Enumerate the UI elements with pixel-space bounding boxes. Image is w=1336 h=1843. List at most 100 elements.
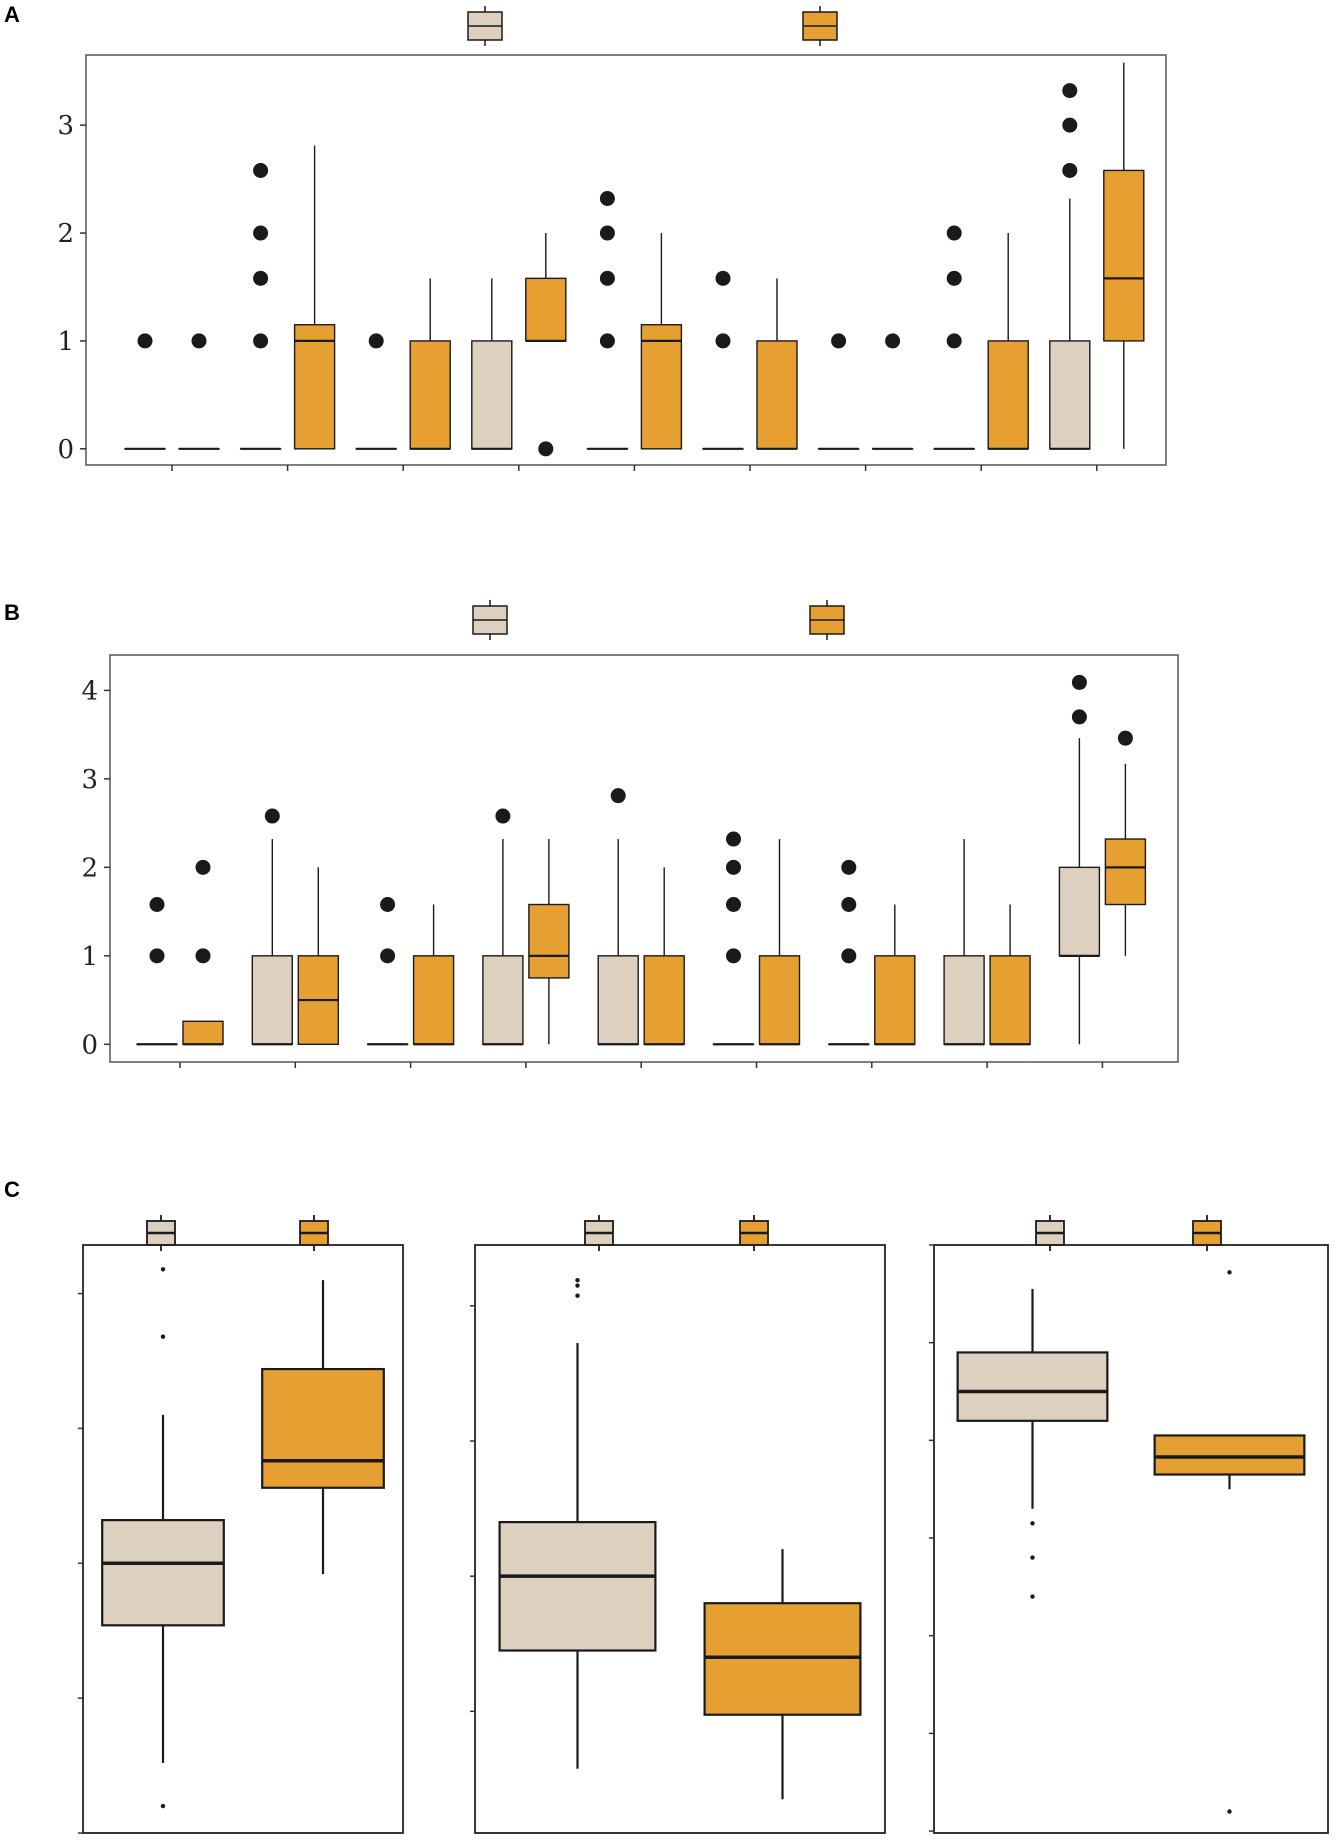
wt-ner-outlier-0: [715, 333, 731, 349]
wt-ssb-box: [471, 340, 513, 450]
wt-outlier-1: [160, 1267, 166, 1272]
wt-mmr-outlier-1: [380, 897, 396, 913]
wt-ddr-outlier-0: [1071, 709, 1087, 725]
chart-panel-b: 0 1 2 3 4: [81, 600, 1179, 1068]
chart-panel-a: 0 1 2 3: [57, 6, 1167, 471]
mt-outlier-1: [1227, 1809, 1232, 1814]
y-tick-label: 2: [81, 853, 98, 883]
wt-ber-outlier-0: [149, 948, 165, 964]
wt-ner-outlier-1: [726, 897, 741, 913]
mt-mmr-box: [412, 955, 455, 1046]
wt-nhej-outlier-2: [841, 859, 857, 875]
y-tick-label: 2: [57, 219, 74, 249]
wt-dsb-outlier-0: [599, 333, 615, 349]
wt-outlier-2: [575, 1277, 580, 1283]
mt-ddr-box: [1103, 169, 1145, 342]
mt-ber-outlier-0: [191, 333, 207, 349]
mt-ber-box: [182, 1020, 224, 1046]
mt-fa-box: [989, 955, 1031, 1046]
y-tick-label: 3: [81, 765, 98, 795]
wt-ssb-outlier-0: [495, 808, 511, 824]
wt-ddr-outlier-1: [1062, 117, 1078, 133]
wt-ddr-box: [1058, 866, 1101, 957]
wt-ner-outlier-3: [726, 831, 741, 847]
chart-panel-c-fmk: [929, 1215, 1329, 1834]
y-tick-label: 1: [57, 327, 74, 357]
y-tick-label: 0: [57, 435, 74, 465]
wt-fa-box: [943, 955, 985, 1046]
mt-ssb-box: [525, 277, 567, 342]
wt-hr-outlier-0: [253, 333, 269, 349]
wt-ddr-outlier-2: [1062, 83, 1078, 99]
wt-nhej-outlier-1: [841, 897, 857, 913]
wt-outlier-0: [1030, 1521, 1035, 1526]
wt-hr-outlier-3: [253, 162, 269, 178]
wt-dsb-outlier-3: [599, 191, 615, 206]
plot-panel: [82, 1244, 404, 1834]
mt-outlier-0: [1227, 1270, 1232, 1275]
mt-ner-box: [758, 955, 801, 1046]
wt-fa-outlier-0: [946, 333, 962, 349]
mt-ddr-box: [1104, 838, 1147, 906]
plot-panel: [474, 1244, 886, 1834]
wt-outlier-0: [160, 1334, 166, 1339]
wt-mmr-outlier-0: [380, 948, 396, 964]
mt-ber-outlier-0: [195, 948, 211, 964]
wt-outlier-2: [160, 1803, 166, 1809]
chart-panel-c-entinostat: [78, 1215, 404, 1834]
wt-fa-outlier-2: [946, 225, 962, 241]
panel-label-a: A: [4, 2, 20, 27]
wt-ber-outlier-1: [149, 897, 165, 913]
mt-ber-outlier-1: [195, 859, 211, 875]
mt-dsb-box: [640, 324, 683, 450]
wt-hr-outlier-1: [253, 270, 269, 286]
wt-hr-box: [251, 955, 294, 1046]
wt-box: [956, 1351, 1109, 1422]
y-tick-label: 4: [81, 676, 98, 706]
wt-ddr-box: [1049, 340, 1091, 450]
wt-mmr-outlier-0: [368, 333, 384, 349]
wt-dsb-outlier-1: [599, 270, 615, 286]
wt-ner-outlier-1: [715, 270, 731, 286]
mt-mmr-box: [409, 340, 451, 450]
plot-panel: [933, 1244, 1329, 1834]
mt-ssb-outlier-0: [538, 441, 554, 457]
mt-nhej-box: [874, 955, 916, 1046]
mt-nhej-outlier-0: [885, 333, 901, 349]
wt-nhej-outlier-0: [831, 333, 847, 349]
y-tick-label: 1: [81, 942, 98, 972]
wt-dsb-outlier-0: [610, 788, 626, 804]
wt-nhej-outlier-0: [841, 948, 857, 964]
mt-ddr-outlier-0: [1117, 730, 1133, 746]
mt-fa-box: [987, 340, 1029, 450]
plot-panel: [109, 654, 1179, 1063]
panel-label-c: C: [4, 1177, 20, 1202]
wt-ssb-box: [482, 955, 524, 1046]
wt-ber-outlier-0: [137, 333, 153, 349]
mt-ssb-box: [528, 903, 570, 979]
wt-box: [498, 1521, 657, 1652]
wt-dsb-outlier-2: [599, 225, 615, 241]
wt-box: [101, 1519, 225, 1627]
chart-panel-c-etoposide: [470, 1215, 886, 1834]
wt-ddr-outlier-1: [1071, 674, 1087, 690]
y-tick-label: 3: [57, 111, 74, 141]
y-tick-label: 0: [81, 1030, 98, 1060]
wt-outlier-1: [1030, 1555, 1035, 1560]
wt-ner-outlier-0: [726, 948, 741, 964]
wt-dsb-box: [597, 955, 639, 1046]
wt-hr-outlier-2: [253, 225, 269, 241]
wt-ner-outlier-2: [726, 859, 741, 875]
mt-dsb-box: [643, 955, 685, 1046]
wt-fa-outlier-1: [946, 270, 962, 286]
mt-ner-box: [756, 340, 798, 450]
panel-label-b: B: [4, 600, 20, 625]
mt-box: [261, 1367, 385, 1489]
wt-hr-outlier-0: [264, 808, 280, 824]
mt-hr-box: [293, 324, 336, 450]
wt-outlier-0: [575, 1293, 580, 1298]
wt-ddr-outlier-0: [1062, 162, 1078, 178]
mt-box: [1153, 1434, 1306, 1476]
plot-panel: [85, 54, 1167, 466]
